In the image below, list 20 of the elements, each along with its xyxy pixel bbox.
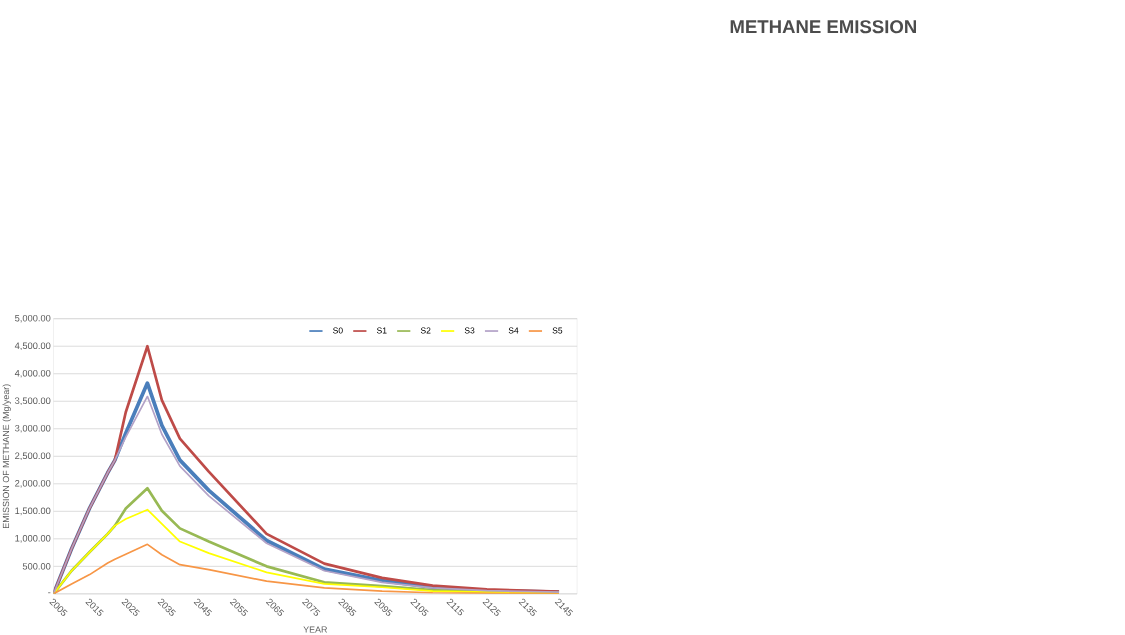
y-tick-label: 4,000.00 [14,369,51,378]
y-tick-label: - [48,592,51,594]
x-axis-title: YEAR [303,626,328,633]
y-tick-label: 5,000.00 [15,314,51,323]
y-tick-label: 4,500.00 [14,342,51,350]
y-tick-label: 1,500.00 [15,507,51,516]
legend-label: S3 [464,327,475,334]
legend-label: S0 [333,327,343,334]
legend-label: S2 [420,327,431,334]
y-tick-label: 2,500.00 [15,452,51,461]
legend-label: S1 [376,327,387,334]
y-axis-title: EMISSION OF METHANE (Mg/year) [2,384,11,528]
y-tick-label: 3,000.00 [14,424,51,433]
legend-label: S5 [552,327,563,334]
y-tick-label: 2,000.00 [15,479,51,488]
text: METHANE EMISSION [730,20,916,34]
y-tick-label: 500.00 [22,562,51,570]
legend-label: S4 [508,327,519,334]
y-tick-label: 3,500.00 [14,397,51,406]
y-tick-label: 1,000.00 [15,534,51,543]
